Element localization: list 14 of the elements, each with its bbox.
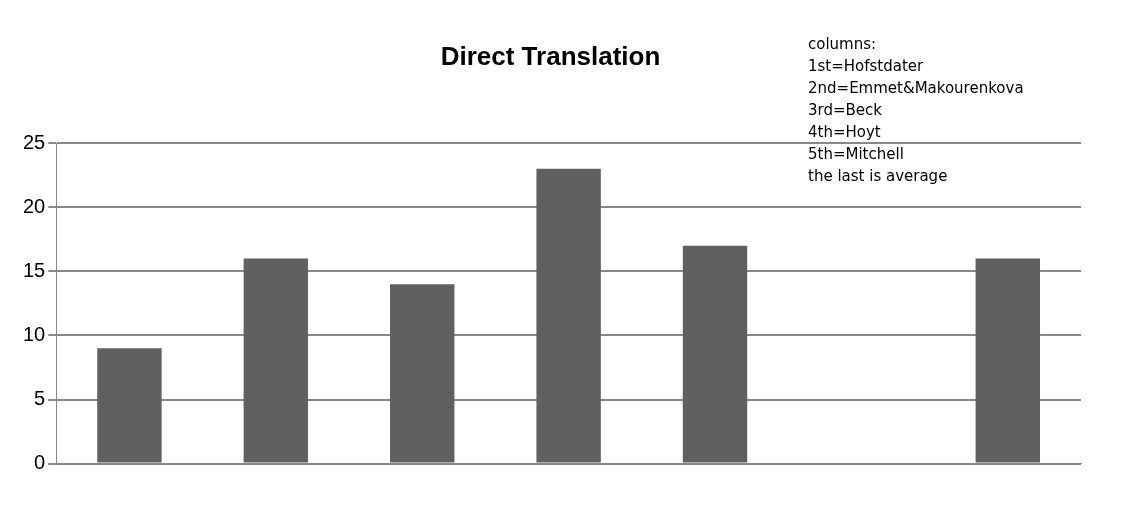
bar xyxy=(390,284,455,463)
bar xyxy=(243,258,309,463)
bar xyxy=(682,245,748,463)
y-tick-label: 15 xyxy=(23,258,46,281)
y-tick-label: 5 xyxy=(34,387,46,410)
bar xyxy=(975,258,1041,463)
y-tick-label: 20 xyxy=(23,194,46,217)
chart-title: Direct Translation xyxy=(440,40,661,71)
y-tick-label: 0 xyxy=(34,451,46,474)
y-tick-label: 25 xyxy=(23,130,46,153)
bar xyxy=(536,168,601,463)
bar xyxy=(97,348,162,463)
annotation: columns: 1st=Hofstdater 2nd=Emmet&Makourenkova 3rd=Beck 4th=Hoyt 5th=Mitchell the last is average xyxy=(808,35,1024,186)
y-tick-label: 10 xyxy=(23,322,46,345)
